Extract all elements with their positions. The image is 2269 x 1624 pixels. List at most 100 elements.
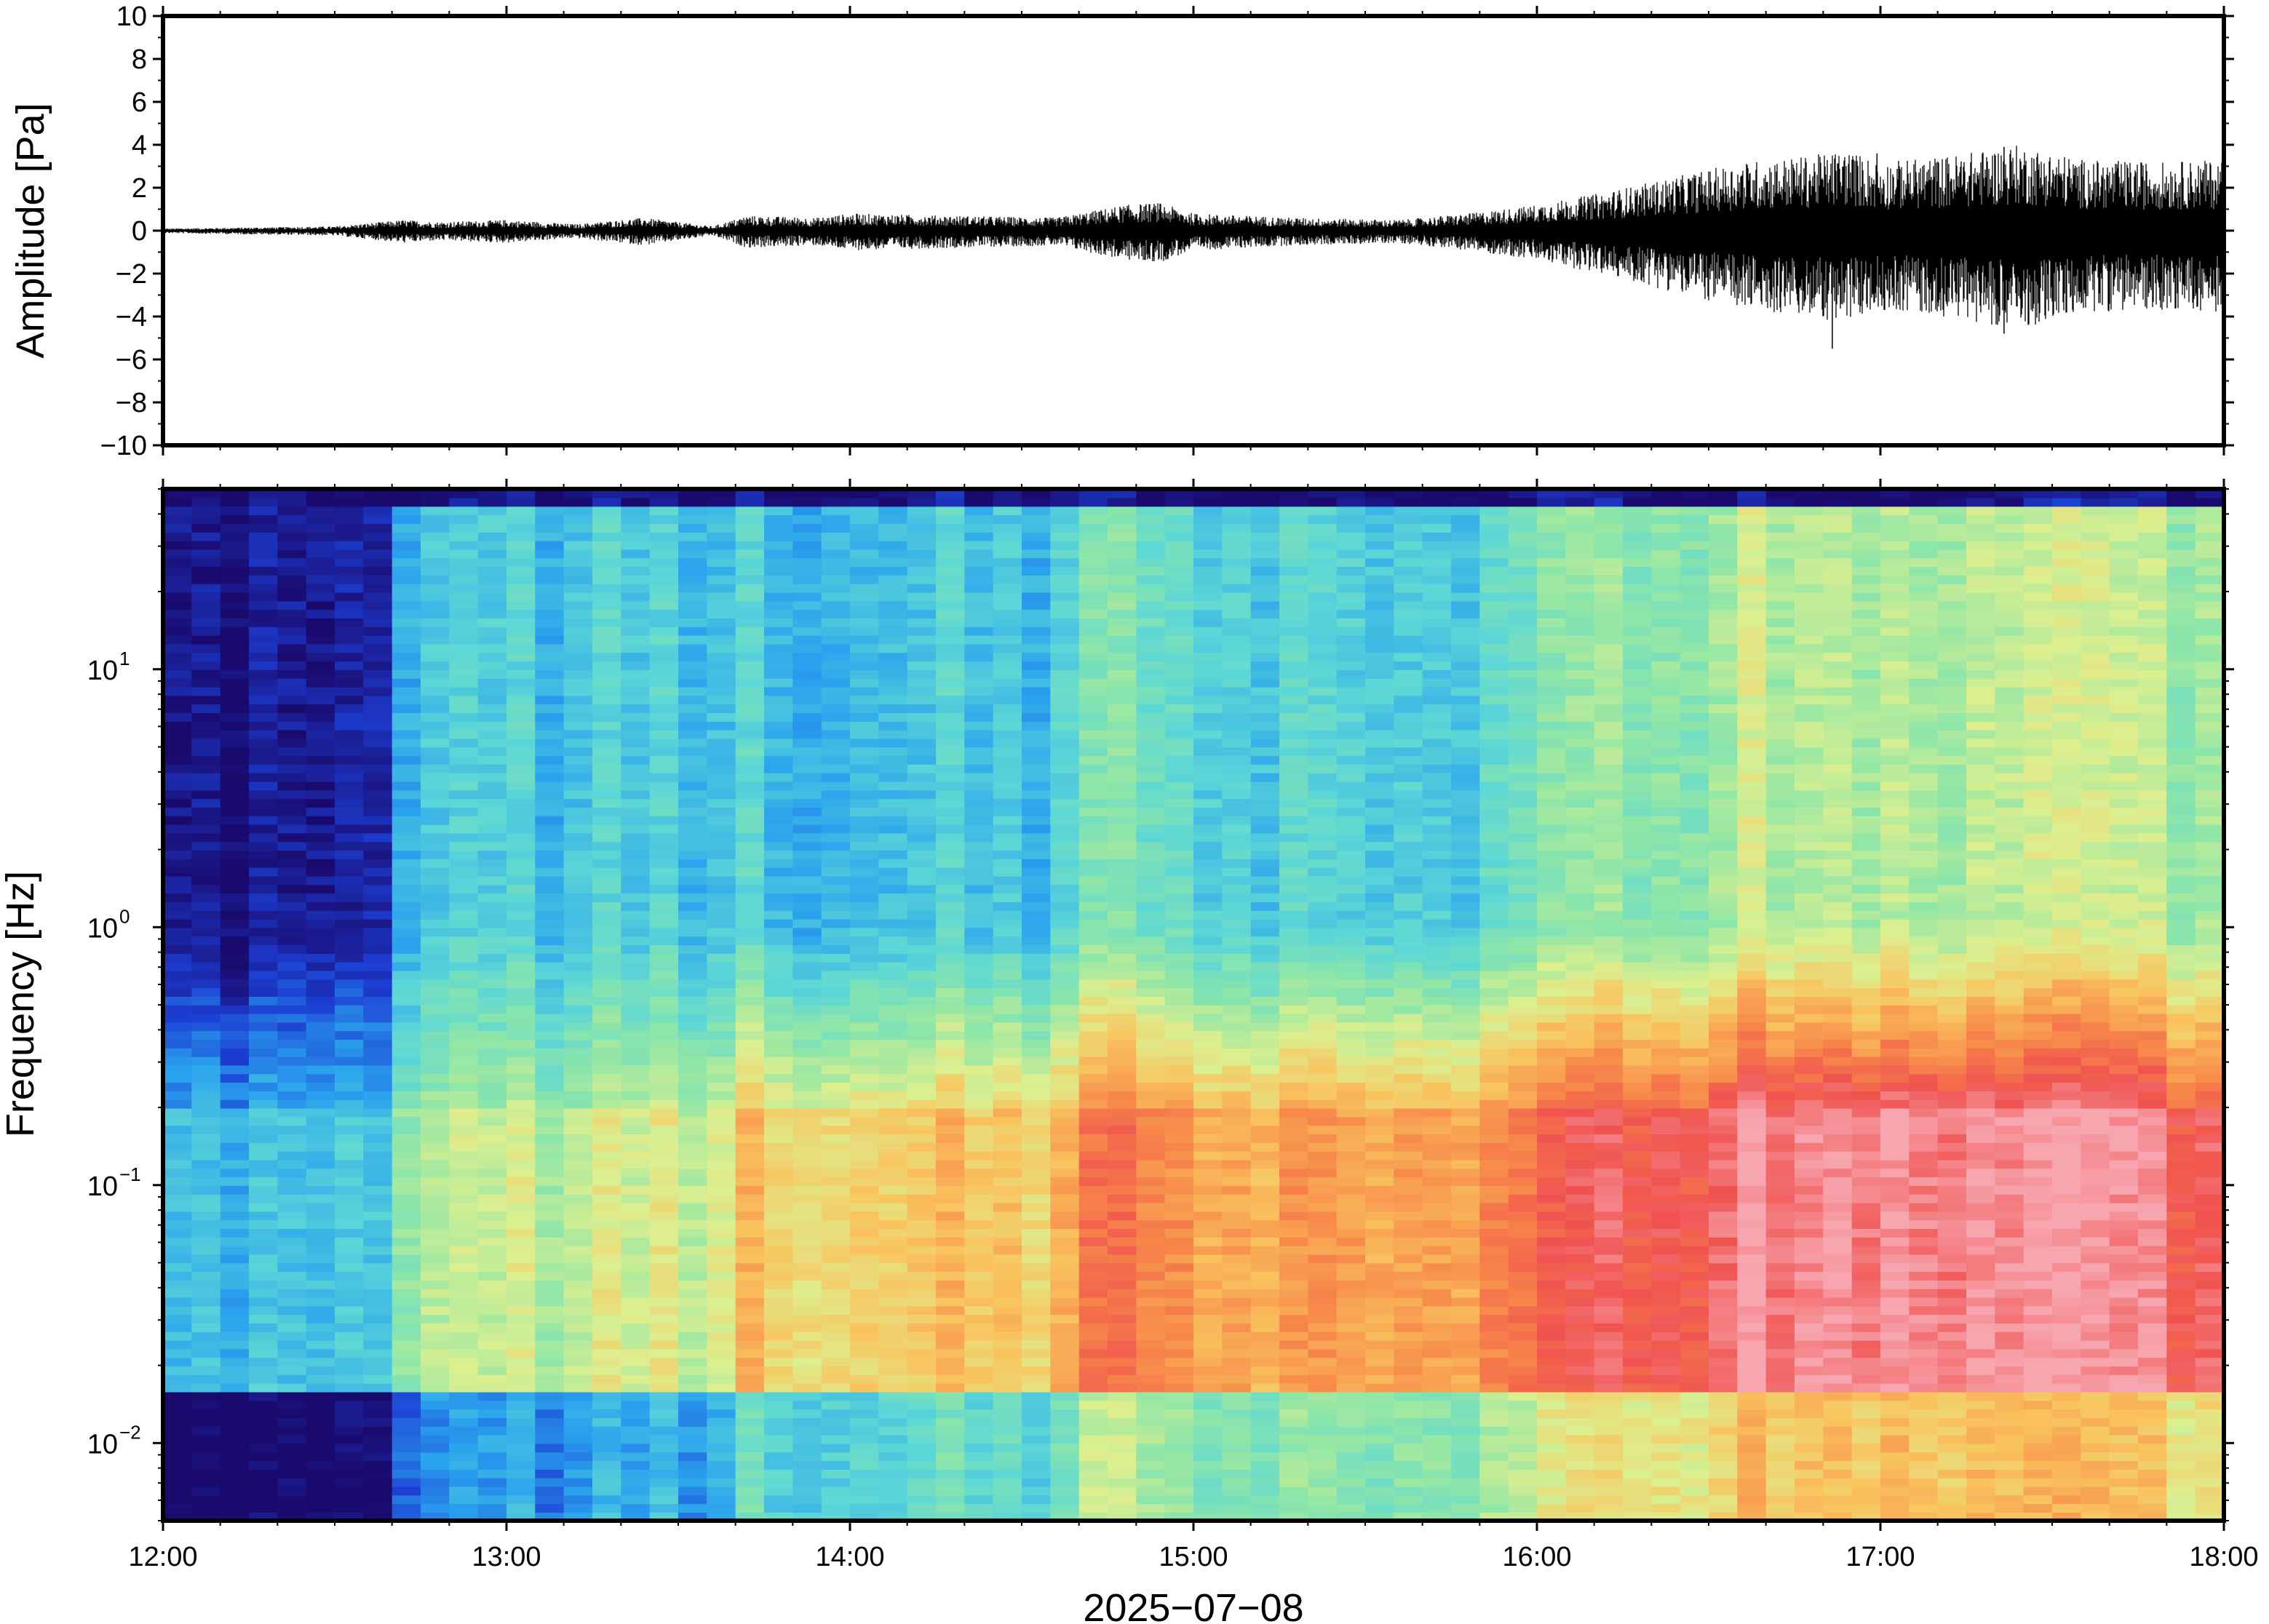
spectrogram-cell xyxy=(506,979,536,989)
spectrogram-cell xyxy=(678,618,708,627)
spectrogram-cell xyxy=(535,1134,565,1143)
spectrogram-cell xyxy=(993,549,1022,559)
spectrogram-cell xyxy=(363,584,393,593)
spectrogram-cell xyxy=(1222,1091,1252,1100)
spectrogram-cell xyxy=(335,1082,365,1091)
spectrogram-cell xyxy=(1250,859,1280,868)
spectrogram-cell xyxy=(1193,1134,1223,1143)
spectrogram-cell xyxy=(1193,893,1223,902)
spectrogram-cell xyxy=(1279,575,1309,584)
spectrogram-cell xyxy=(392,618,421,627)
spectrogram-cell xyxy=(277,678,307,688)
spectrogram-cell xyxy=(792,1503,822,1513)
spectrogram-cell xyxy=(707,747,736,757)
spectrogram-cell xyxy=(1050,643,1080,653)
spectrogram-cell xyxy=(1108,1305,1137,1315)
spectrogram-cell xyxy=(850,764,880,773)
spectrogram-cell xyxy=(1193,1305,1223,1315)
spectrogram-cell xyxy=(1279,1340,1309,1350)
spectrogram-cell xyxy=(363,1417,393,1427)
spectrogram-cell xyxy=(735,1391,765,1401)
spectrogram-cell xyxy=(421,584,450,593)
spectrogram-cell xyxy=(449,987,479,997)
spectrogram-cell xyxy=(535,1142,565,1152)
spectrogram-cell xyxy=(1279,540,1309,550)
spectrogram-cell xyxy=(1250,1219,1280,1229)
spectrogram-cell xyxy=(335,1159,365,1169)
spectrogram-cell xyxy=(421,867,450,877)
spectrogram-cell xyxy=(277,1289,307,1298)
spectrogram-cell xyxy=(563,652,593,662)
spectrogram-cell xyxy=(1193,953,1223,963)
spectrogram-cell xyxy=(535,1382,565,1393)
spectrogram-cell xyxy=(306,540,335,550)
spectrogram-cell xyxy=(764,927,794,937)
spectrogram-cell xyxy=(306,1099,335,1109)
spectrogram-cell xyxy=(1250,1452,1280,1462)
spectrogram-cell xyxy=(993,1452,1022,1462)
waveform-ytick-label: −4 xyxy=(116,302,147,333)
spectrogram-cell xyxy=(821,652,851,662)
spectrogram-cell xyxy=(1022,807,1052,816)
spectrogram-cell xyxy=(249,549,279,559)
spectrogram-cell xyxy=(964,1289,994,1298)
spectrogram-cell xyxy=(421,1254,450,1264)
spectrogram-cell xyxy=(1193,1159,1223,1169)
spectrogram-cell xyxy=(335,523,365,533)
spectrogram-cell xyxy=(1050,944,1080,954)
spectrogram-cell xyxy=(792,566,822,576)
spectrogram-cell xyxy=(850,807,880,816)
spectrogram-cell xyxy=(335,1494,365,1505)
spectrogram-cell xyxy=(1136,816,1166,825)
spectrogram-cell xyxy=(535,867,565,877)
spectrogram-cell xyxy=(163,893,193,902)
spectrogram-cell xyxy=(1078,661,1108,670)
spectrogram-cell xyxy=(1136,1417,1166,1427)
spectrogram-cell xyxy=(1164,497,1194,507)
spectrogram-cell xyxy=(1050,489,1080,498)
spectrogram-cell xyxy=(477,557,507,568)
spectrogram-cell xyxy=(449,841,479,851)
spectrogram-cell xyxy=(735,893,765,902)
spectrogram-cell xyxy=(850,1091,880,1100)
spectrogram-cell xyxy=(1222,1340,1252,1350)
spectrogram-cell xyxy=(163,549,193,559)
spectrogram-cell xyxy=(477,953,507,963)
spectrogram-cell xyxy=(220,489,250,498)
spectrogram-cell xyxy=(1193,841,1223,851)
spectrogram-cell xyxy=(1078,1056,1108,1066)
spectrogram-cell xyxy=(506,1443,536,1453)
spectrogram-cell xyxy=(535,1254,565,1264)
spectrogram-cell xyxy=(821,1452,851,1462)
spectrogram-cell xyxy=(249,1005,279,1014)
spectrogram-cell xyxy=(535,1443,565,1453)
spectrogram-cell xyxy=(850,738,880,748)
spectrogram-cell xyxy=(563,1202,593,1212)
spectrogram-cell xyxy=(335,996,365,1006)
spectrogram-cell xyxy=(306,755,335,765)
spectrogram-cell xyxy=(707,652,736,662)
spectrogram-cell xyxy=(1164,1348,1194,1358)
spectrogram-cell xyxy=(1250,979,1280,989)
spectrogram-cell xyxy=(191,953,221,963)
spectrogram-cell xyxy=(163,1280,193,1289)
spectrogram-cell xyxy=(964,738,994,748)
spectrogram-cell xyxy=(592,841,622,851)
spectrogram-cell xyxy=(1308,1434,1338,1444)
spectrogram-cell xyxy=(621,1099,651,1109)
spectrogram-cell xyxy=(1078,1443,1108,1453)
spectrogram-cell xyxy=(821,1486,851,1496)
spectrogram-cell xyxy=(163,773,193,782)
spectrogram-cell xyxy=(907,634,937,645)
spectrogram-cell xyxy=(1050,1400,1080,1410)
spectrogram-cell xyxy=(563,1374,593,1384)
spectrogram-cell xyxy=(191,927,221,937)
spectrogram-cell xyxy=(821,1323,851,1332)
spectrogram-cell xyxy=(191,1348,221,1358)
spectrogram-cell xyxy=(1050,1022,1080,1032)
spectrogram-cell xyxy=(1022,1099,1052,1109)
spectrogram-cell xyxy=(277,1374,307,1384)
spectrogram-cell xyxy=(678,816,708,825)
spectrogram-cell xyxy=(392,841,421,851)
spectrogram-cell xyxy=(1164,747,1194,757)
